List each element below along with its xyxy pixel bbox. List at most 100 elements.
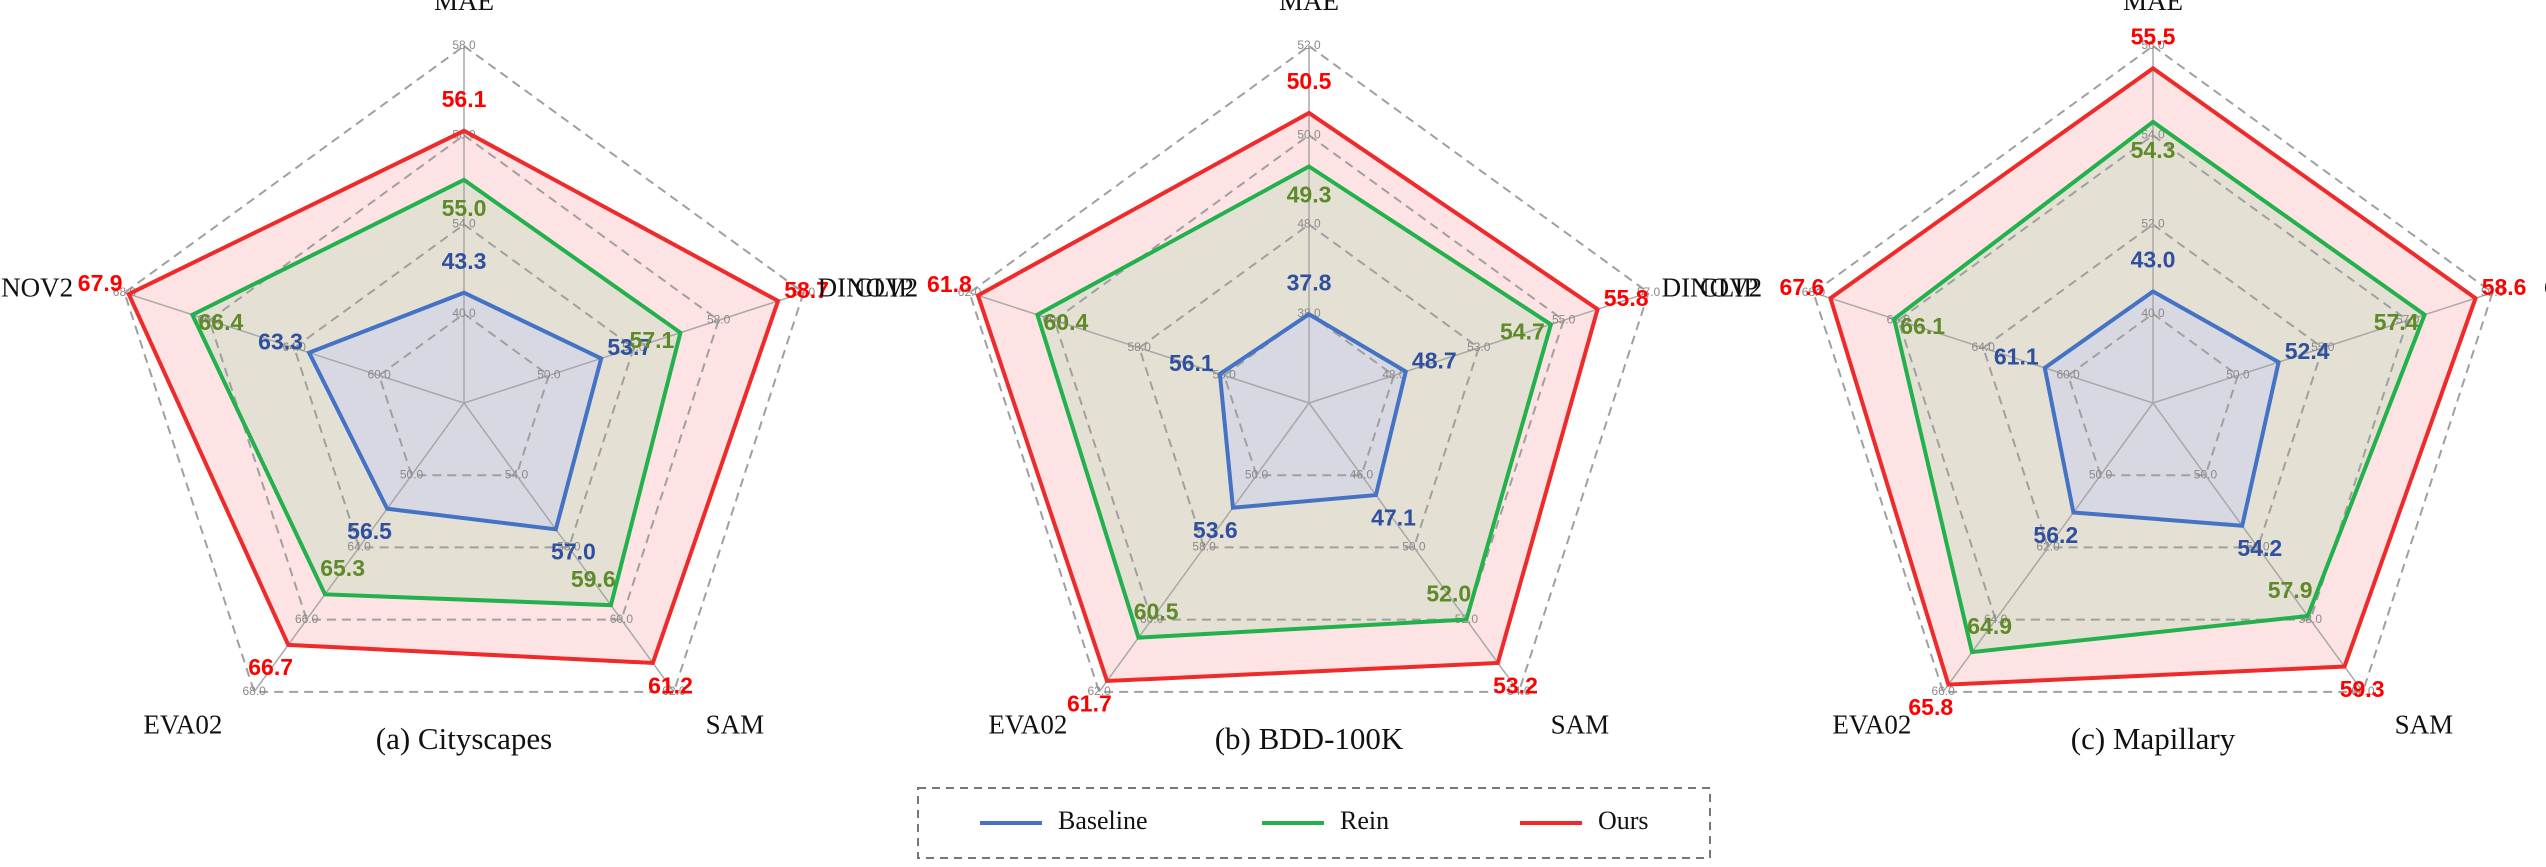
- value-label: 54.3: [2131, 137, 2176, 163]
- grid-ring: [123, 44, 805, 693]
- tick-label: 50.0: [400, 467, 424, 481]
- tick-label: 58.0: [1192, 540, 1216, 554]
- axis-name: EVA02: [988, 710, 1067, 740]
- axis-name: MAE: [1279, 0, 1339, 16]
- tick-label: 60.0: [1140, 612, 1164, 626]
- tick-label: 62.0: [2036, 540, 2060, 554]
- tick-label: 53.0: [1467, 340, 1491, 354]
- axis-spoke: [2152, 402, 2364, 693]
- tick-label: 57.0: [2396, 312, 2420, 326]
- tick-label: 57.0: [1637, 285, 1661, 299]
- axis-spoke: [1308, 402, 1520, 693]
- tick-label: 68.0: [242, 684, 266, 698]
- tick-label: 60.0: [2351, 684, 2375, 698]
- axis-spoke: [463, 291, 804, 404]
- grid-ring: [2066, 312, 2240, 477]
- legend-box: [917, 787, 1711, 859]
- tick-label: 54.0: [452, 217, 476, 231]
- tick-label: 64.0: [347, 540, 371, 554]
- value-label: 64.9: [1967, 613, 2012, 639]
- tick-label: 58.0: [452, 38, 476, 52]
- axis-spoke: [463, 402, 675, 693]
- series-line: [126, 128, 781, 666]
- value-label: 52.0: [1426, 580, 1471, 606]
- series-line: [1891, 119, 2428, 655]
- axis-name: EVA02: [1832, 710, 1911, 740]
- value-label: 50.5: [1287, 68, 1332, 94]
- grid-ring: [968, 44, 1650, 693]
- tick-label: 46.0: [1350, 467, 1374, 481]
- tick-label: 54.0: [2141, 127, 2165, 141]
- value-label: 65.3: [320, 555, 365, 581]
- value-label: 58.7: [784, 277, 829, 303]
- value-label: 56.5: [347, 518, 392, 544]
- series-line: [1217, 311, 1409, 510]
- value-label: 56.1: [442, 86, 487, 112]
- tick-label: 66.0: [198, 312, 222, 326]
- tick-label: 60.0: [1043, 312, 1067, 326]
- value-label: 60.5: [1134, 598, 1179, 624]
- tick-label: 59.0: [2481, 285, 2505, 299]
- series-line: [1034, 164, 1554, 640]
- series-line: [1828, 65, 2478, 687]
- value-label: 57.4: [2374, 309, 2419, 335]
- tick-label: 56.0: [622, 340, 646, 354]
- axis-spoke: [1813, 291, 2154, 404]
- grid-ring: [1897, 134, 2409, 621]
- axis-spoke: [1308, 291, 1649, 404]
- tick-label: 66.0: [295, 612, 319, 626]
- tick-label: 59.0: [792, 285, 816, 299]
- legend-label: Baseline: [1058, 806, 1148, 835]
- value-label: 54.2: [2237, 535, 2282, 561]
- series-area: [1219, 314, 1406, 508]
- chart-caption: (c) Mapillary: [2071, 721, 2236, 756]
- tick-label: 68.0: [1802, 285, 1826, 299]
- series-line: [189, 177, 683, 608]
- tick-label: 56.0: [2246, 540, 2270, 554]
- tick-label: 50.0: [537, 368, 561, 382]
- tick-label: 48.0: [1297, 217, 1321, 231]
- axis-name: CLIP: [1700, 272, 1759, 302]
- tick-label: 50.0: [1245, 467, 1269, 481]
- value-label: 53.2: [1493, 672, 1538, 698]
- axis-name: DINOV2: [818, 272, 919, 302]
- series-area: [309, 292, 602, 530]
- series-line: [2042, 289, 2281, 528]
- tick-label: 55.0: [1552, 312, 1576, 326]
- axis-name: MAE: [2123, 0, 2183, 16]
- value-label: 52.4: [2285, 338, 2330, 364]
- tick-label: 50.0: [1297, 127, 1321, 141]
- value-label: 55.8: [1604, 285, 1649, 311]
- grid-ring: [208, 134, 720, 621]
- series-area: [2044, 291, 2279, 526]
- axis-spoke: [2152, 291, 2493, 404]
- grid-ring: [1053, 134, 1565, 621]
- value-label: 58.6: [2482, 274, 2527, 300]
- series-line: [975, 110, 1600, 684]
- tick-label: 40.0: [452, 306, 476, 320]
- grid-ring: [377, 312, 551, 477]
- axis-name: SAM: [2395, 710, 2454, 740]
- tick-label: 52.0: [1297, 38, 1321, 52]
- tick-label: 50.0: [2226, 368, 2250, 382]
- value-label: 57.0: [551, 539, 596, 565]
- value-label: 43.0: [2131, 247, 2176, 273]
- grid-ring: [1138, 223, 1480, 549]
- radar-chart: MAE 40.0 52.0 54.0 56.0 CLIP 50.0 55.0 57.0 59.0 S…: [1662, 0, 2546, 756]
- value-label: 61.1: [1994, 344, 2039, 370]
- value-label: 66.4: [199, 309, 244, 335]
- value-label: 53.6: [1193, 517, 1238, 543]
- value-label: 67.9: [78, 270, 123, 296]
- chart-caption: (b) BDD-100K: [1215, 721, 1404, 756]
- tick-label: 64.0: [1984, 612, 2008, 626]
- value-label: 55.5: [2131, 23, 2176, 49]
- axis-name: MAE: [434, 0, 494, 16]
- tick-label: 60.0: [610, 612, 634, 626]
- tick-label: 56.0: [452, 127, 476, 141]
- value-label: 63.3: [258, 328, 303, 354]
- axis-name: CLIP: [2544, 272, 2546, 302]
- axis-name: CLIP: [855, 272, 914, 302]
- tick-label: 66.0: [1887, 312, 1911, 326]
